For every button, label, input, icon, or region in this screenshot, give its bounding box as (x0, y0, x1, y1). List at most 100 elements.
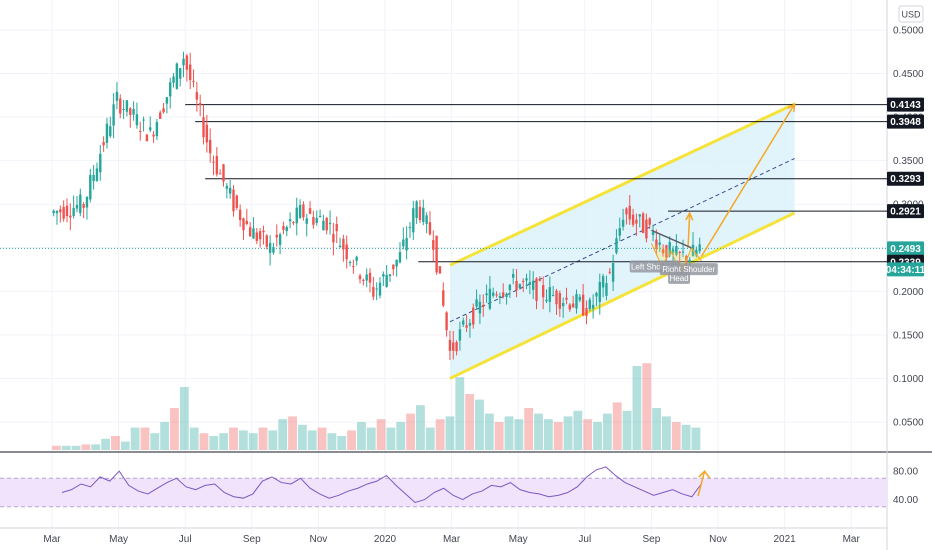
candle-body (468, 322, 472, 326)
volume-bar (553, 422, 563, 450)
rsi-pane (0, 466, 887, 508)
candle-body (678, 251, 681, 253)
candle-body (318, 215, 322, 217)
price-channel[interactable] (449, 102, 796, 380)
candle-body (368, 272, 372, 283)
candle-body (668, 242, 671, 255)
x-tick-label: Mar (43, 534, 61, 545)
volume-bar (671, 422, 681, 450)
candle-body (631, 214, 635, 225)
volume-bar (258, 427, 268, 450)
volume-bar (150, 433, 160, 450)
currency-badge[interactable]: USD (898, 5, 924, 23)
channel-fill (449, 104, 795, 379)
candle-body (342, 238, 345, 250)
candle-body (175, 63, 179, 89)
candle-body (438, 266, 442, 274)
candle-body (581, 294, 585, 316)
candle-body (378, 282, 382, 296)
candle-body (568, 304, 572, 310)
candle-body (162, 108, 165, 113)
candle-body (625, 208, 628, 215)
volume-bar (337, 436, 347, 450)
candle-body (195, 92, 199, 100)
candle-body (548, 287, 552, 302)
volume-bar (91, 444, 101, 450)
candle-body (275, 234, 278, 238)
candle-body (565, 297, 568, 300)
volume-bar (71, 445, 81, 450)
volume-bar (52, 445, 61, 450)
horizontal-levels[interactable] (0, 104, 887, 263)
volume-bar (61, 445, 71, 450)
x-tick-label: Sep (243, 534, 261, 545)
volume-bar (219, 433, 229, 450)
candle-body (575, 294, 578, 309)
candle-body (681, 251, 685, 253)
candle-body (558, 293, 562, 309)
level-label: 0.3293 (890, 174, 921, 185)
candle-body (145, 134, 149, 142)
target-arrow-head (787, 102, 796, 113)
candle-body (518, 284, 522, 289)
candle-body (285, 226, 288, 232)
candle-body (398, 252, 402, 263)
time-axis[interactable]: Mar May Jul Sep Nov 2020 Mar May Jul Sep Nov 2021 Ma… (0, 527, 887, 545)
candle-body (505, 293, 508, 297)
level-label-box (887, 114, 924, 129)
candle-body (365, 274, 368, 281)
target-arrows[interactable] (685, 102, 796, 257)
candle-body (615, 238, 618, 253)
candle-body (645, 219, 648, 239)
candle-body (99, 153, 102, 173)
candle-body (588, 299, 591, 310)
target-arrow-head (685, 211, 694, 221)
volume-bar (504, 416, 514, 450)
volume-bar (681, 424, 691, 450)
candle-body (338, 245, 342, 248)
volume-bar (278, 419, 288, 450)
candle-body (531, 280, 535, 290)
level-label-box (887, 204, 924, 219)
candle-body (428, 222, 432, 235)
candle-body (265, 235, 268, 247)
volume-bar (691, 427, 701, 450)
candle-body (482, 304, 485, 307)
volume-bar (514, 419, 524, 450)
candle-body (392, 264, 395, 270)
candle-body (685, 256, 688, 263)
channel-lower-line[interactable] (449, 211, 796, 380)
target-arrow-line[interactable] (700, 103, 796, 257)
volume-bar (484, 413, 494, 450)
volume-bar (170, 408, 179, 450)
candle-body (135, 114, 139, 126)
candle-body (218, 173, 222, 175)
candle-body (655, 239, 658, 249)
candle-body (688, 259, 691, 263)
candle-body (119, 98, 122, 114)
volume-bar (366, 427, 376, 450)
candle-body (492, 292, 495, 296)
candle-body (598, 281, 601, 303)
candle-body (671, 249, 675, 253)
currency-label: USD (901, 10, 921, 20)
candle-body (215, 155, 219, 175)
x-tick-label: 2020 (374, 534, 397, 545)
volume-bar (81, 444, 91, 450)
candle-body (222, 164, 225, 182)
candle-body (628, 205, 631, 220)
candle-body (415, 201, 418, 219)
rsi-tick-label: 80.00 (893, 467, 918, 478)
volume-bar (593, 422, 602, 450)
volume-bar (612, 402, 622, 450)
candle-body (535, 278, 538, 301)
candle-body (248, 227, 252, 237)
candle-body (435, 235, 438, 273)
candle-body (169, 82, 172, 97)
candle-body (129, 108, 132, 115)
target-arrow-line[interactable] (687, 212, 691, 248)
candle-body (182, 58, 185, 66)
channel-upper-line[interactable] (449, 102, 796, 267)
